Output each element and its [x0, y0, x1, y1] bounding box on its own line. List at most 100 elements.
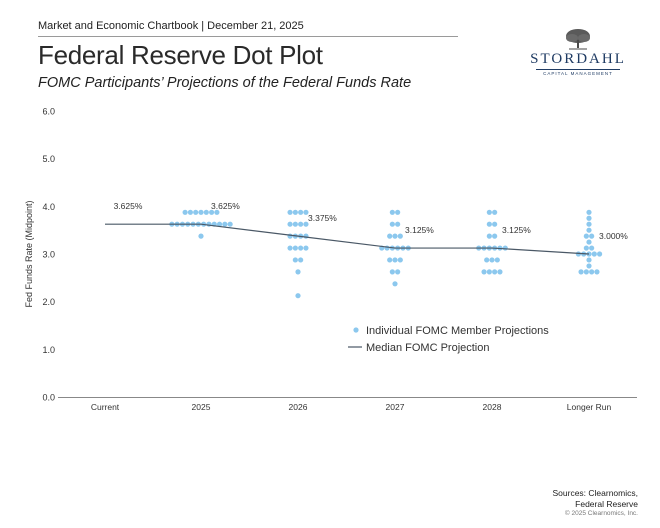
company-logo: STORDAHL CAPITAL MANAGEMENT: [528, 28, 628, 76]
median-label: 3.375%: [308, 213, 337, 223]
median-label: 3.125%: [502, 225, 531, 235]
fomc-dot: [303, 233, 309, 239]
x-tick-label: Current: [91, 402, 120, 412]
fomc-dot: [397, 233, 403, 239]
copyright: © 2025 Clearnomics, Inc.: [564, 510, 638, 517]
fomc-dot: [583, 245, 589, 251]
fomc-dot: [586, 263, 592, 269]
fomc-dot: [486, 221, 492, 227]
y-tick-label: 2.0: [42, 297, 55, 307]
y-tick-label: 0.0: [42, 393, 55, 403]
legend-median-label: Median FOMC Projection: [366, 342, 490, 354]
fomc-dot: [389, 269, 395, 275]
fomc-dot: [586, 215, 592, 221]
fomc-dot: [486, 269, 492, 275]
fomc-dot: [492, 209, 498, 215]
fomc-dot: [594, 269, 600, 275]
fomc-dot: [295, 293, 301, 299]
fomc-dot: [597, 251, 603, 257]
logo-name: STORDAHL: [530, 51, 626, 67]
legend-dots-label: Individual FOMC Member Projections: [366, 325, 549, 337]
fomc-dot: [209, 209, 215, 215]
fomc-dot: [486, 209, 492, 215]
fomc-dot: [298, 221, 304, 227]
fomc-dot: [392, 233, 398, 239]
fomc-dot: [222, 221, 228, 227]
page-subtitle: FOMC Participants’ Projections of the Fe…: [38, 75, 412, 91]
fomc-dot: [206, 221, 212, 227]
sources-line-1: Sources: Clearnomics,: [552, 488, 638, 498]
fomc-dot: [298, 245, 304, 251]
fomc-dot: [292, 221, 298, 227]
fomc-dot: [591, 251, 597, 257]
x-tick-label: 2026: [289, 402, 308, 412]
fomc-dot: [589, 245, 595, 251]
fomc-dot: [387, 233, 393, 239]
fomc-dot: [389, 221, 395, 227]
fomc-dot: [392, 281, 398, 287]
tree-icon: [566, 29, 590, 50]
fomc-dot: [497, 269, 503, 275]
fomc-dot: [389, 209, 395, 215]
y-tick-label: 4.0: [42, 202, 55, 212]
median-label: 3.000%: [599, 231, 628, 241]
median-line: [105, 223, 590, 255]
fomc-dot: [492, 221, 498, 227]
fomc-dot: [216, 221, 223, 227]
fomc-dot: [583, 233, 589, 239]
y-axis-title: Fed Funds Rate (Midpoint): [24, 200, 34, 307]
fomc-dot: [287, 245, 293, 251]
y-tick-label: 3.0: [42, 250, 55, 260]
fomc-dot: [387, 257, 393, 263]
fomc-dot: [578, 269, 584, 275]
fomc-dot: [492, 269, 498, 275]
sources-line-2: Federal Reserve: [575, 499, 638, 509]
fomc-dot: [481, 269, 487, 275]
fomc-dot: [198, 233, 204, 239]
x-tick-label: 2025: [192, 402, 211, 412]
fomc-dot: [303, 221, 309, 227]
fomc-dot: [227, 221, 233, 227]
fomc-dot: [298, 209, 304, 215]
fomc-dot: [583, 269, 589, 275]
median-label: 3.625%: [211, 201, 240, 211]
fomc-dot: [586, 257, 592, 263]
y-tick-label: 1.0: [42, 345, 55, 355]
fomc-dot: [287, 221, 293, 227]
chartbook-header: Market and Economic Chartbook | December…: [38, 20, 304, 32]
fomc-dot: [292, 245, 298, 251]
fomc-dot: [486, 233, 492, 239]
x-tick-label: 2028: [483, 402, 502, 412]
fomc-dot: [298, 257, 304, 263]
fomc-dot: [287, 233, 293, 239]
fomc-dot: [303, 209, 309, 215]
fomc-dot: [292, 257, 298, 263]
fomc-dot: [287, 209, 293, 215]
fomc-dot: [214, 209, 220, 215]
fomc-dot: [395, 269, 401, 275]
fomc-dot: [502, 245, 508, 251]
x-tick-label: 2027: [386, 402, 405, 412]
fomc-dot: [295, 269, 301, 275]
median-label: 3.125%: [405, 225, 434, 235]
fomc-dot: [586, 239, 592, 245]
y-tick-label: 5.0: [42, 154, 55, 164]
fomc-dot: [187, 209, 193, 215]
fomc-dot: [203, 209, 209, 215]
fomc-dot: [198, 209, 204, 215]
fomc-dot: [589, 233, 595, 239]
fomc-dot: [586, 227, 592, 233]
fomc-dot: [395, 209, 401, 215]
median-label: 3.625%: [114, 201, 143, 211]
fomc-dot: [589, 269, 595, 275]
fomc-dot: [193, 209, 199, 215]
fomc-dot: [586, 221, 592, 227]
fomc-dot: [397, 257, 403, 263]
fomc-dot: [489, 257, 495, 263]
fomc-dot: [395, 221, 401, 227]
page-title: Federal Reserve Dot Plot: [38, 40, 323, 70]
fomc-dot: [492, 233, 498, 239]
x-tick-label: Longer Run: [567, 402, 612, 412]
fomc-dot: [586, 209, 592, 215]
fomc-dot: [303, 245, 309, 251]
